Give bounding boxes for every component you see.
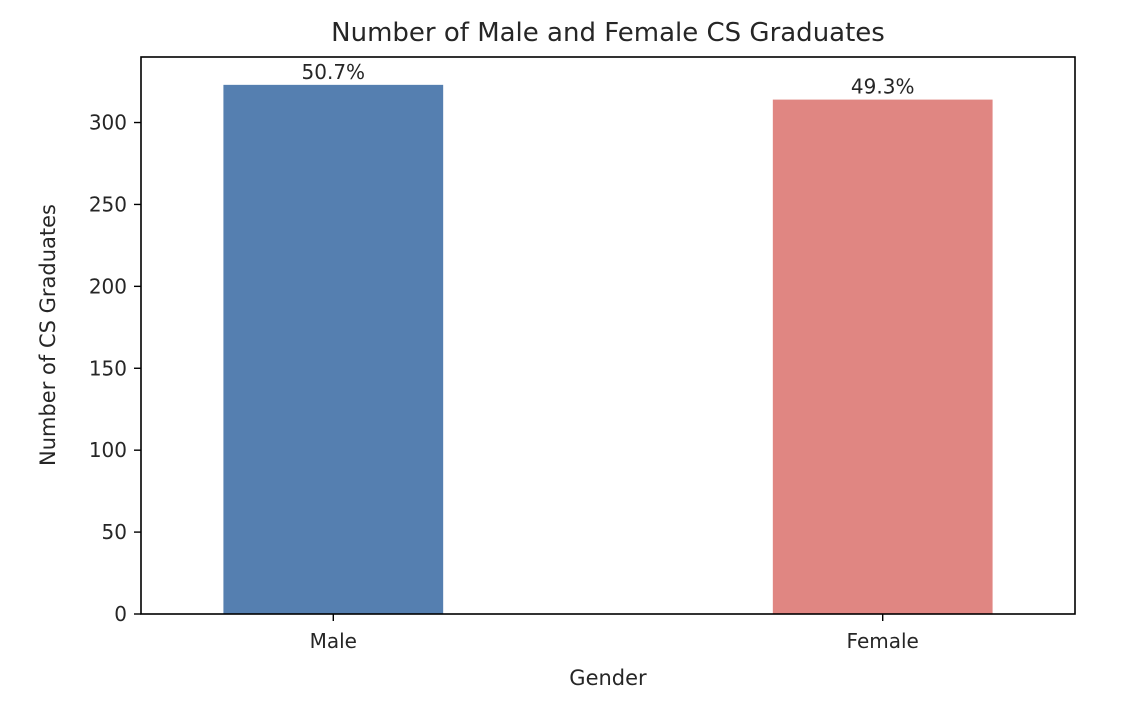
bar-value-label: 50.7% (302, 60, 366, 84)
y-tick-label: 50 (102, 520, 127, 544)
y-tick-label: 100 (89, 438, 127, 462)
y-axis-label: Number of CS Graduates (36, 204, 60, 466)
y-axis-ticks: 0 50 100 150 200 250 300 (89, 111, 141, 626)
y-tick-label: 300 (89, 111, 127, 135)
bar-value-label: 49.3% (851, 75, 915, 99)
x-tick-label: Female (847, 629, 919, 653)
bars-layer: 50.7% 49.3% (223, 60, 993, 615)
y-tick-label: 150 (89, 356, 127, 380)
bar-male (223, 84, 444, 615)
x-axis-label: Gender (569, 666, 647, 690)
chart-title: Number of Male and Female CS Graduates (331, 18, 885, 48)
x-tick-label: Male (310, 629, 357, 653)
bar-female (772, 99, 993, 614)
y-tick-label: 200 (89, 274, 127, 298)
plot-frame (140, 56, 1076, 615)
y-tick-label: 0 (114, 602, 127, 626)
x-axis-ticks: Male Female (310, 614, 919, 653)
y-tick-label: 250 (89, 192, 127, 216)
